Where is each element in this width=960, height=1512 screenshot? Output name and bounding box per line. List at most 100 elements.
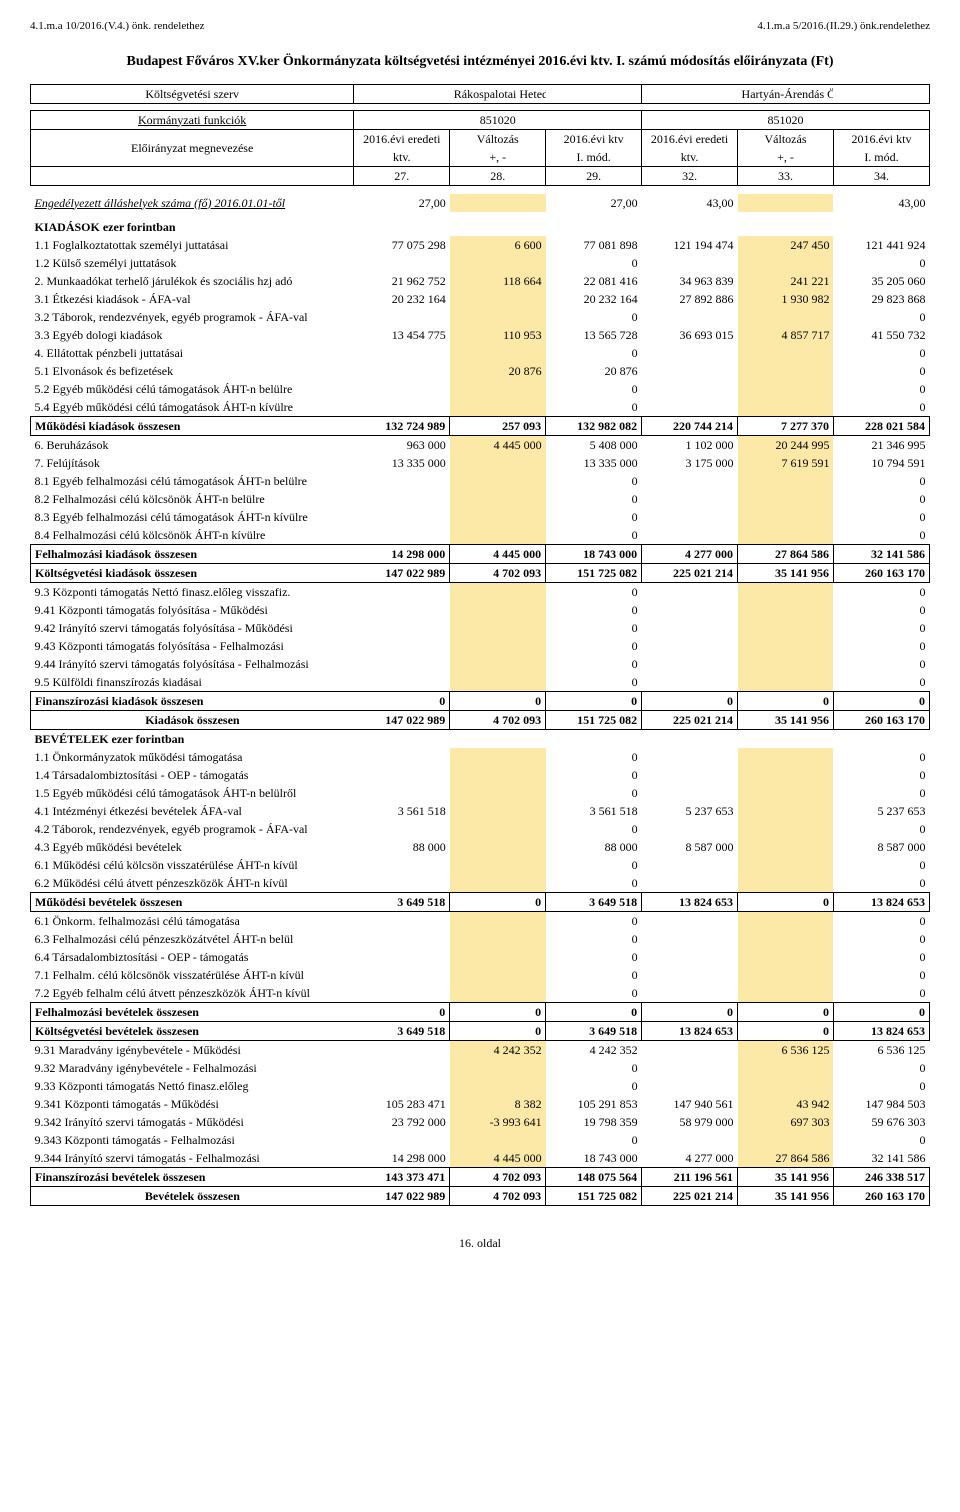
coln-34: 34. — [833, 167, 929, 186]
cell: 0 — [833, 472, 929, 490]
total-cell: 151 725 082 — [546, 1187, 642, 1206]
cell — [642, 966, 738, 984]
total-cell: 0 — [738, 1022, 834, 1041]
cell: 247 450 — [738, 236, 834, 254]
row-label: 6.4 Társadalombiztosítási - OEP - támoga… — [31, 948, 354, 966]
header-table: Költségvetési szerv Rákospalotai Hetedhé… — [30, 84, 930, 186]
cell — [738, 912, 834, 931]
cell: 0 — [546, 308, 642, 326]
coln-27: 27. — [354, 167, 450, 186]
cell — [450, 398, 546, 417]
section-heading: KIADÁSOK ezer forintban — [31, 218, 930, 236]
cell — [642, 912, 738, 931]
cell: 0 — [546, 966, 642, 984]
ref-left: 4.1.m.a 10/2016.(V.4.) önk. rendelethez — [30, 20, 205, 32]
cell — [738, 948, 834, 966]
cell: 0 — [546, 912, 642, 931]
cell: 5 408 000 — [546, 436, 642, 455]
total-cell: 7 277 370 — [738, 417, 834, 436]
cell: 0 — [833, 820, 929, 838]
cell — [738, 362, 834, 380]
total-cell: 132 724 989 — [354, 417, 450, 436]
total-cell: 3 649 518 — [546, 1022, 642, 1041]
cell — [642, 308, 738, 326]
total-cell: 0 — [546, 1003, 642, 1022]
row-label: 6.1 Önkorm. felhalmozási célú támogatása — [31, 912, 354, 931]
cell — [642, 1077, 738, 1095]
cell: 0 — [546, 984, 642, 1003]
cell: 3 175 000 — [642, 454, 738, 472]
row-label: 4.1 Intézményi étkezési bevételek ÁFA-va… — [31, 802, 354, 820]
cell: 0 — [833, 308, 929, 326]
total-cell: 4 702 093 — [450, 1168, 546, 1187]
cell: 110 953 — [450, 326, 546, 344]
cell — [450, 308, 546, 326]
cell — [738, 619, 834, 637]
row-label: 9.341 Központi támogatás - Működési — [31, 1095, 354, 1113]
cell — [642, 362, 738, 380]
cell: 4 857 717 — [738, 326, 834, 344]
row-label: 9.32 Maradvány igénybevétele - Felhalmoz… — [31, 1059, 354, 1077]
cell: 32 141 586 — [833, 1149, 929, 1168]
cell: 0 — [833, 1077, 929, 1095]
row-label: 8.1 Egyéb felhalmozási célú támogatások … — [31, 472, 354, 490]
cell: 1 930 982 — [738, 290, 834, 308]
total-cell: 147 022 989 — [354, 1187, 450, 1206]
total-cell: 147 022 989 — [354, 564, 450, 583]
cell — [738, 1077, 834, 1095]
total-cell: 0 — [642, 1003, 738, 1022]
cell: 0 — [546, 398, 642, 417]
total-cell: 0 — [354, 692, 450, 711]
cell: 0 — [833, 966, 929, 984]
cell — [738, 637, 834, 655]
row-label: 4. Ellátottak pénzbeli juttatásai — [31, 344, 354, 362]
total-row-label: Kiadások összesen — [31, 711, 354, 730]
cell: 10 794 591 — [833, 454, 929, 472]
cell: 88 000 — [354, 838, 450, 856]
total-cell: 0 — [833, 1003, 929, 1022]
total-row-label: Működési bevételek összesen — [31, 893, 354, 912]
total-cell: 14 298 000 — [354, 545, 450, 564]
cell: 0 — [833, 490, 929, 508]
cell: 58 979 000 — [642, 1113, 738, 1131]
cell: 0 — [546, 948, 642, 966]
cell: 7 619 591 — [738, 454, 834, 472]
cell — [642, 820, 738, 838]
total-cell: 13 824 653 — [833, 1022, 929, 1041]
cell: 8 587 000 — [833, 838, 929, 856]
cell — [354, 874, 450, 893]
cell: 4 445 000 — [450, 436, 546, 455]
total-cell: 35 141 956 — [738, 711, 834, 730]
cell: 0 — [833, 748, 929, 766]
row-label: 1.5 Egyéb működési célú támogatások ÁHT-… — [31, 784, 354, 802]
cell — [450, 784, 546, 802]
row-label: 9.43 Központi támogatás folyósítása - Fe… — [31, 637, 354, 655]
cell — [354, 508, 450, 526]
cell — [450, 948, 546, 966]
cell: 0 — [546, 619, 642, 637]
kf2: 851020 — [738, 111, 834, 130]
cell: 20 232 164 — [546, 290, 642, 308]
total-cell: 246 338 517 — [833, 1168, 929, 1187]
cell — [450, 673, 546, 692]
total-cell: 0 — [450, 893, 546, 912]
row-label: 9.33 Központi támogatás Nettó finasz.elő… — [31, 1077, 354, 1095]
cell: 4 242 352 — [450, 1041, 546, 1060]
cell — [450, 966, 546, 984]
cell: 36 693 015 — [642, 326, 738, 344]
total-cell: 3 649 518 — [354, 893, 450, 912]
cell: 0 — [546, 490, 642, 508]
total-cell: 18 743 000 — [546, 545, 642, 564]
cell: 697 303 — [738, 1113, 834, 1131]
coln-32: 32. — [642, 167, 738, 186]
cell: 0 — [546, 930, 642, 948]
total-row-label: Felhalmozási kiadások összesen — [31, 545, 354, 564]
cell: 21 346 995 — [833, 436, 929, 455]
cell — [642, 254, 738, 272]
total-cell: 27 864 586 — [738, 545, 834, 564]
cell — [354, 820, 450, 838]
cell: 19 798 359 — [546, 1113, 642, 1131]
cell — [738, 856, 834, 874]
cell: 105 283 471 — [354, 1095, 450, 1113]
cell — [738, 601, 834, 619]
